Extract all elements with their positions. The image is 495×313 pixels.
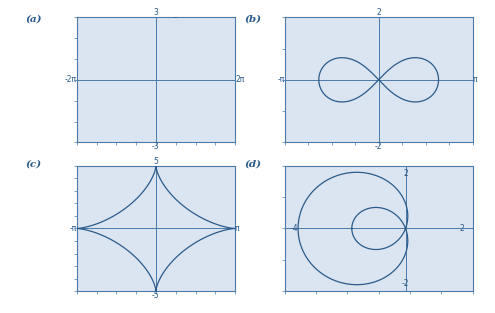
- Text: -3: -3: [152, 142, 160, 151]
- Text: π: π: [235, 224, 240, 233]
- Text: -4: -4: [291, 224, 298, 233]
- Text: (a): (a): [25, 14, 42, 23]
- Text: (b): (b): [244, 14, 261, 23]
- Text: -π: -π: [69, 224, 77, 233]
- Text: -2: -2: [375, 142, 383, 151]
- Text: -5: -5: [152, 291, 160, 300]
- Text: 2π: 2π: [235, 75, 245, 84]
- Text: (d): (d): [244, 160, 261, 169]
- Text: π: π: [473, 75, 477, 84]
- Text: -2π: -2π: [65, 75, 77, 84]
- Text: 2: 2: [403, 169, 408, 178]
- Text: -2: -2: [402, 279, 409, 288]
- Text: 2: 2: [376, 8, 381, 17]
- Text: -π: -π: [277, 75, 285, 84]
- Text: (c): (c): [26, 160, 42, 169]
- Text: 2: 2: [459, 224, 464, 233]
- Text: 3: 3: [153, 8, 158, 17]
- Text: 5: 5: [153, 157, 158, 166]
